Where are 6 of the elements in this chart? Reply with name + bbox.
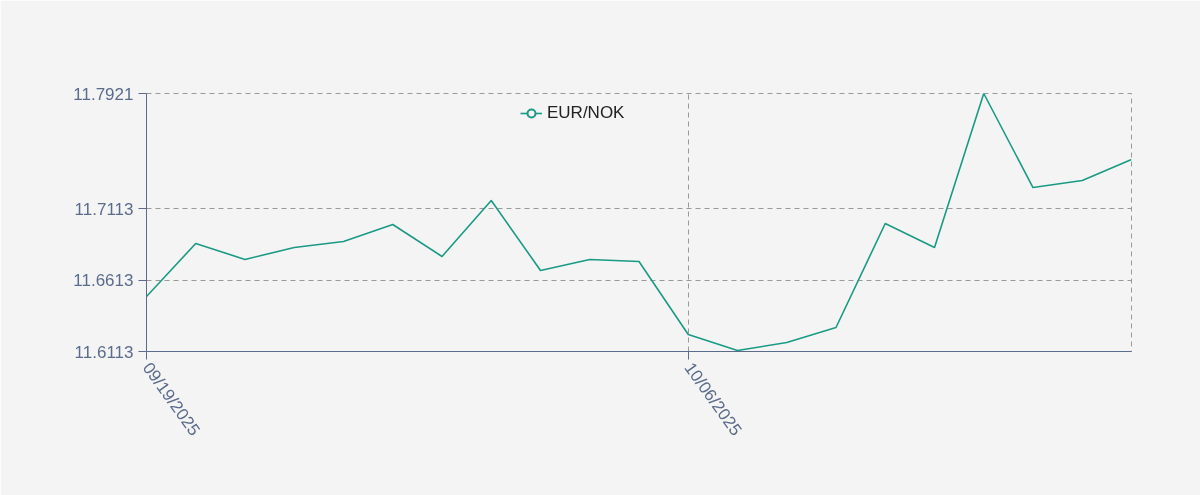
y-tick-label: 11.7113: [74, 199, 134, 219]
legend-label: EUR/NOK: [547, 103, 625, 123]
y-tick-label: 11.7921: [73, 84, 134, 104]
y-tick-label: 11.6113: [74, 342, 134, 362]
line-series: [146, 93, 1132, 352]
y-tick-label: 11.6613: [73, 271, 134, 291]
